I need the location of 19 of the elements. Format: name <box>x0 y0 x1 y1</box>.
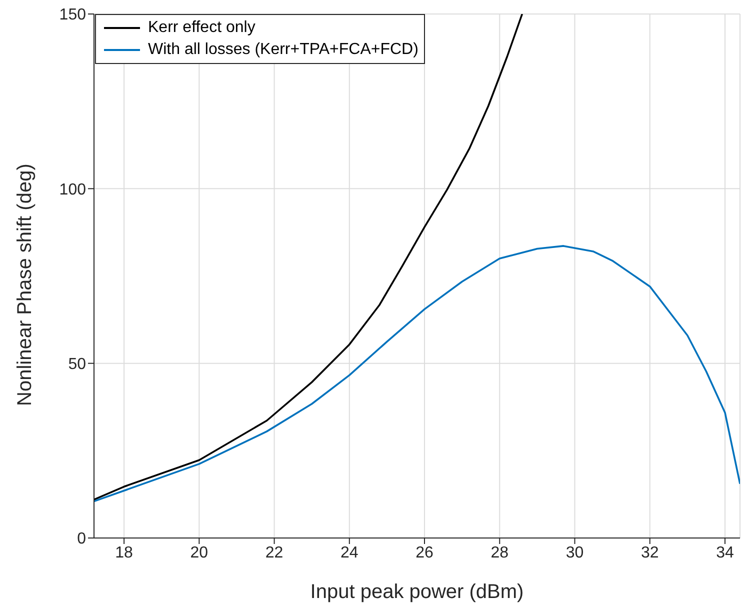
y-tick-label: 50 <box>68 356 86 374</box>
x-tick-label: 34 <box>716 544 734 562</box>
x-tick-label: 24 <box>340 544 358 562</box>
x-tick-label: 32 <box>640 544 659 562</box>
x-tick-label: 20 <box>190 544 208 562</box>
x-tick-label: 18 <box>115 544 134 562</box>
y-tick-label: 150 <box>59 6 86 24</box>
x-tick-label: 22 <box>265 544 284 562</box>
x-tick-label: 28 <box>490 544 509 562</box>
x-axis-title: Input peak power (dBm) <box>310 581 524 603</box>
legend-label: With all losses (Kerr+TPA+FCA+FCD) <box>148 40 418 60</box>
line-series <box>94 14 524 500</box>
y-tick-label: 100 <box>59 181 86 198</box>
legend-label: Kerr effect only <box>148 18 256 38</box>
x-tick-label: 30 <box>566 544 584 562</box>
y-tick-label: 0 <box>77 530 86 548</box>
line-series <box>94 245 740 502</box>
y-axis-title: Nonlinear Phase shift (deg) <box>14 164 36 406</box>
x-tick-label: 26 <box>416 544 434 562</box>
